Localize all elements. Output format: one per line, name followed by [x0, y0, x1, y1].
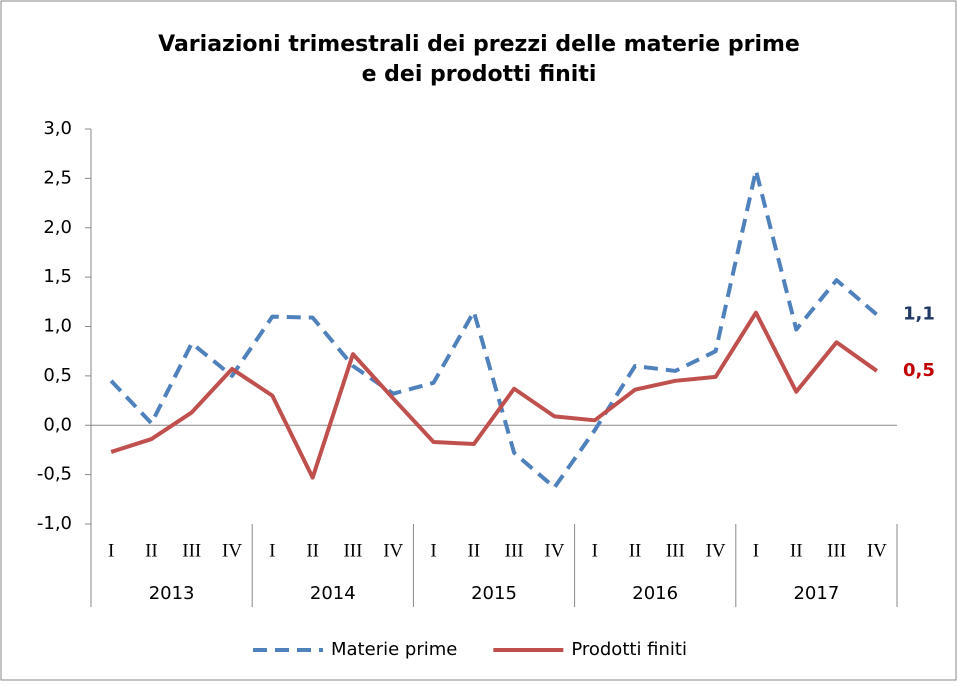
- y-tick-label: 2,0: [43, 217, 72, 238]
- year-label: 2017: [793, 583, 839, 604]
- x-tick-label: II: [790, 540, 803, 561]
- legend-label: Prodotti finiti: [571, 639, 687, 660]
- value-label: 0,5: [903, 360, 935, 381]
- x-tick-label: I: [430, 540, 436, 561]
- legend-label: Materie prime: [331, 639, 457, 660]
- x-tick-label: I: [108, 540, 114, 561]
- x-tick-label: IV: [544, 540, 564, 561]
- chart-title: e dei prodotti finiti: [362, 62, 597, 87]
- year-label: 2014: [310, 583, 356, 604]
- year-label: 2016: [632, 583, 678, 604]
- x-tick-label: III: [505, 540, 524, 561]
- x-tick-label: II: [468, 540, 481, 561]
- y-tick-label: -1,0: [37, 513, 72, 534]
- y-tick-label: 1,0: [43, 316, 72, 337]
- x-tick-label: IV: [383, 540, 403, 561]
- x-tick-label: III: [343, 540, 362, 561]
- value-label: 1,1: [903, 304, 935, 325]
- y-tick-label: 2,5: [43, 167, 72, 188]
- x-tick-label: IV: [706, 540, 726, 561]
- year-label: 2015: [471, 583, 517, 604]
- y-tick-label: 0,0: [43, 414, 72, 435]
- x-tick-label: III: [182, 540, 201, 561]
- x-tick-label: II: [306, 540, 319, 561]
- y-tick-label: 0,5: [43, 365, 72, 386]
- y-tick-label: 3,0: [43, 118, 72, 139]
- x-tick-label: III: [666, 540, 685, 561]
- chart-title: Variazioni trimestrali dei prezzi delle …: [158, 32, 800, 57]
- series-line: [110, 310, 879, 480]
- x-tick-label: III: [827, 540, 846, 561]
- y-tick-label: 1,5: [43, 266, 72, 287]
- x-tick-label: I: [592, 540, 598, 561]
- x-tick-label: IV: [222, 540, 242, 561]
- year-label: 2013: [149, 583, 195, 604]
- y-tick-label: -0,5: [37, 464, 72, 485]
- x-tick-label: IV: [867, 540, 887, 561]
- x-tick-label: I: [269, 540, 275, 561]
- series-line: [109, 168, 879, 490]
- x-tick-label: I: [753, 540, 759, 561]
- x-tick-label: II: [145, 540, 158, 561]
- x-tick-label: II: [629, 540, 642, 561]
